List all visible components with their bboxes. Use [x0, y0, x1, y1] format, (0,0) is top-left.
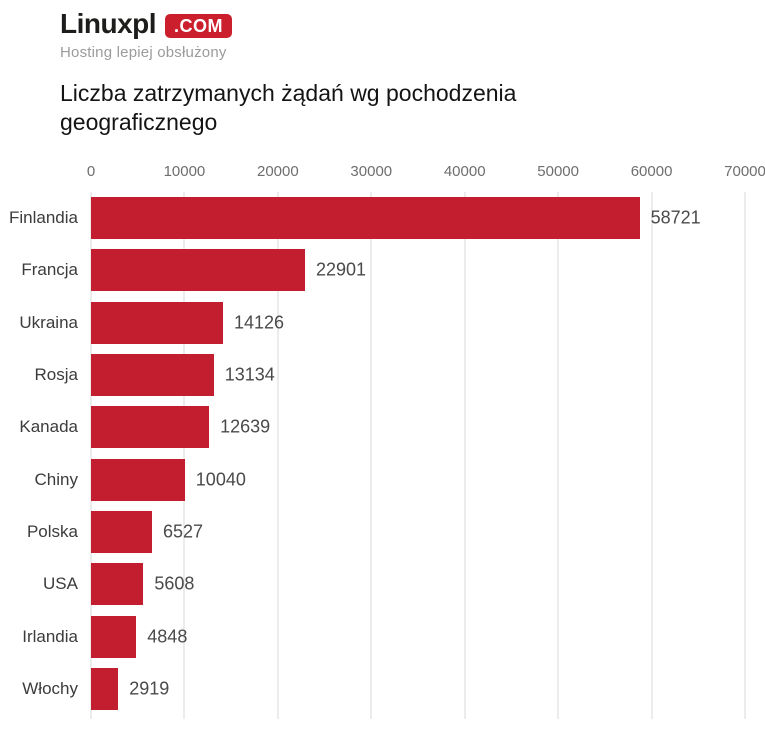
bar: [91, 458, 185, 501]
x-tick-label: 30000: [350, 163, 393, 180]
value-label: 58721: [650, 207, 701, 228]
logo-tagline: Hosting lepiej obsłużony: [60, 44, 227, 61]
value-label: 5608: [154, 573, 195, 594]
bar-row: Chiny 10040: [0, 453, 765, 505]
gridline: [651, 192, 653, 719]
category-label: Chiny: [34, 469, 78, 489]
value-label: 12639: [220, 416, 271, 437]
bar-track: 58721: [91, 197, 745, 240]
category-label: Włochy: [22, 678, 78, 698]
category-label: Irlandia: [22, 626, 78, 646]
gridline: [370, 192, 372, 719]
bar-track: 13134: [91, 354, 745, 397]
bar-row: Kanada 12639: [0, 401, 765, 453]
bar-row: Polska 6527: [0, 506, 765, 558]
x-tick-label: 10000: [163, 163, 206, 180]
gridline: [183, 192, 185, 719]
bar: [91, 197, 640, 240]
bar: [91, 510, 152, 553]
chart-title-line1: Liczba zatrzymanych żądań wg pochodzenia: [60, 80, 517, 106]
category-label: Polska: [26, 521, 78, 541]
bar-row: Rosja 13134: [0, 349, 765, 401]
bar: [91, 354, 214, 397]
bar-track: 2919: [91, 667, 745, 710]
chart-title: Liczba zatrzymanych żądań wg pochodzenia…: [60, 79, 745, 137]
bar-row: Włochy 2919: [0, 663, 765, 715]
bar-chart: 0 10000 20000 30000 40000 50000 60000 70000 Fin…: [0, 163, 765, 719]
bar-track: 6527: [91, 510, 745, 553]
category-label: Francja: [21, 260, 78, 280]
bar-track: 10040: [91, 458, 745, 501]
category-label: Rosja: [34, 365, 78, 385]
bar-track: 5608: [91, 563, 745, 606]
x-tick-label: 40000: [443, 163, 486, 180]
grid-overlay: [90, 192, 746, 719]
chart-title-line2: geograficznego: [60, 109, 218, 135]
page: Linuxpl .COM Hosting lepiej obsłużony Li…: [0, 6, 765, 719]
bar-track: 22901: [91, 249, 745, 292]
value-label: 6527: [162, 521, 204, 542]
gridline: [90, 192, 92, 719]
bar-rows: Finlandia 58721 Francja 22901 Ukraina 14126 Ro…: [0, 192, 765, 715]
x-tick-label: 0: [86, 163, 96, 180]
gridline: [557, 192, 559, 719]
value-label: 13134: [224, 364, 275, 385]
bar: [91, 301, 223, 344]
logo-com-badge: .COM: [165, 14, 233, 38]
category-label: Ukraina: [19, 312, 78, 332]
logo-wordmark: Linuxpl: [60, 8, 157, 39]
gridline: [464, 192, 466, 719]
value-label: 4848: [147, 626, 188, 647]
x-tick-label: 50000: [537, 163, 579, 180]
bar-row: Finlandia 58721: [0, 192, 765, 244]
bar-track: 12639: [91, 406, 745, 449]
bar-track: 4848: [91, 615, 745, 658]
bar: [91, 615, 137, 658]
value-label: 22901: [315, 259, 367, 280]
gridline: [744, 192, 746, 719]
category-label: USA: [43, 574, 78, 594]
plot-area: Finlandia 58721 Francja 22901 Ukraina 14126 Ro…: [0, 192, 765, 719]
bar: [91, 406, 210, 449]
bar-row: Ukraina 14126: [0, 297, 765, 349]
gridline: [277, 192, 279, 719]
value-label: 14126: [233, 312, 285, 333]
bar-row: Francja 22901: [0, 244, 765, 296]
value-label: 10040: [195, 469, 246, 490]
category-label: Kanada: [19, 417, 78, 437]
bar: [91, 563, 144, 606]
bar-row: USA 5608: [0, 558, 765, 610]
x-tick-label: 60000: [630, 163, 673, 180]
category-label: Finlandia: [9, 208, 78, 228]
x-axis: 0 10000 20000 30000 40000 50000 60000 70000: [87, 163, 765, 183]
x-tick-label: 20000: [256, 163, 299, 180]
bar-track: 14126: [91, 301, 745, 344]
bar: [91, 667, 119, 710]
x-tick-label: 70000: [724, 163, 765, 180]
logo[interactable]: Linuxpl .COM: [60, 6, 745, 42]
bar-row: Irlandia 4848: [0, 610, 765, 662]
bar: [91, 249, 305, 292]
value-label: 2919: [129, 678, 170, 699]
